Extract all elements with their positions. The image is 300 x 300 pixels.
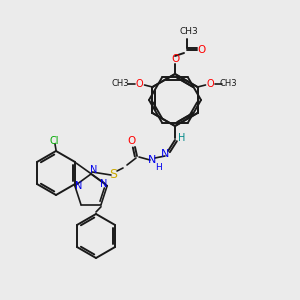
- Text: O: O: [207, 79, 214, 89]
- Text: O: O: [198, 45, 206, 55]
- Text: H: H: [178, 133, 186, 143]
- Text: O: O: [171, 54, 179, 64]
- Text: N: N: [100, 179, 108, 189]
- Text: N: N: [148, 155, 156, 165]
- Text: CH3: CH3: [112, 80, 129, 88]
- Text: N: N: [75, 181, 82, 191]
- Text: S: S: [109, 167, 117, 181]
- Text: N: N: [90, 165, 98, 175]
- Text: CH3: CH3: [220, 80, 237, 88]
- Text: H: H: [154, 163, 161, 172]
- Text: Cl: Cl: [49, 136, 59, 146]
- Text: O: O: [128, 136, 136, 146]
- Text: O: O: [136, 79, 143, 89]
- Text: CH3: CH3: [180, 26, 198, 35]
- Text: N: N: [161, 149, 169, 159]
